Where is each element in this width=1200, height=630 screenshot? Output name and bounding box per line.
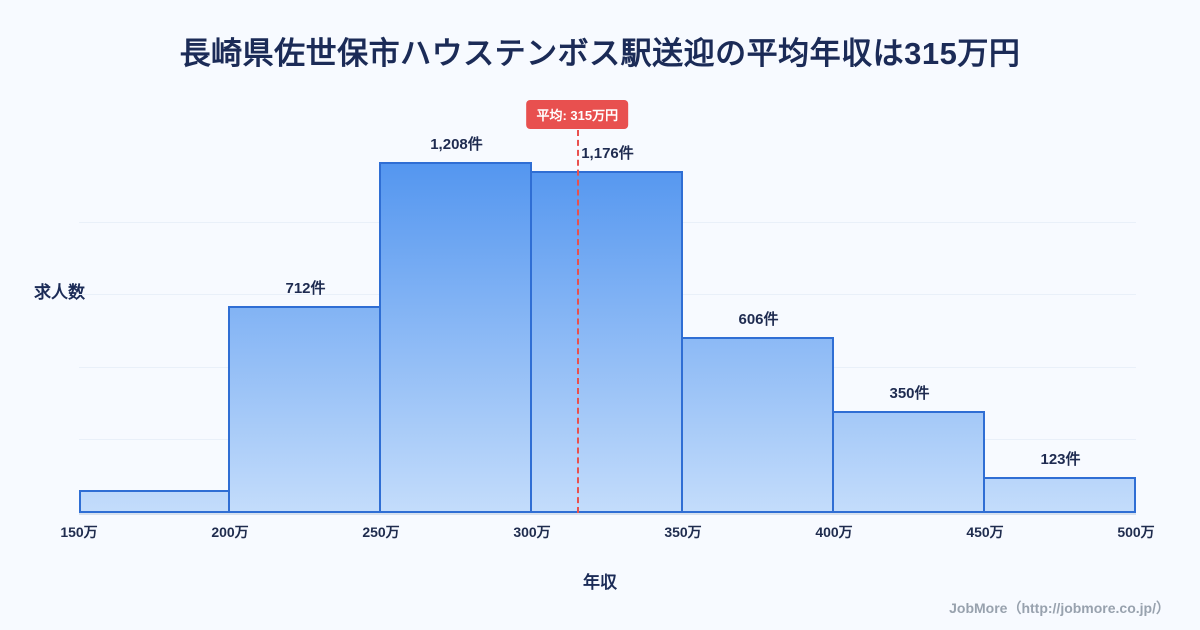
page-title: 長崎県佐世保市ハウステンボス駅送迎の平均年収は315万円 [179,36,1021,71]
bar-value-label: 123件 [1040,451,1081,468]
x-axis-ticks: 150万 200万 250万 300万 350万 400万 450万 500万 [60,522,1154,542]
y-axis-label: 求人数 [34,283,85,302]
bar-value-label: 606件 [738,311,779,328]
x-tick-label: 250万 [362,524,400,540]
histogram-bar [227,306,381,513]
histogram-bar [378,162,532,513]
histogram-plot-area: 平均: 315万円 712件 1,208件 1,176件 606件 350件 123件 [79,100,1136,515]
histogram-bar [530,171,683,513]
x-tick-label: 400万 [815,524,853,540]
x-tick-label: 350万 [664,524,702,540]
x-tick-label: 300万 [513,524,551,540]
x-tick-label: 150万 [60,524,98,540]
average-badge: 平均: 315万円 [526,100,629,129]
x-tick-label: 200万 [211,524,249,540]
bar-value-label: 712件 [285,280,326,297]
histogram-bar [79,490,230,513]
footer-credit: JobMore（http://jobmore.co.jp/） [949,600,1170,616]
bar-value-label: 1,208件 [430,136,483,153]
bar-value-label: 350件 [889,385,930,402]
x-tick-label: 450万 [966,524,1004,540]
average-line [577,130,580,513]
histogram-bar [983,477,1136,513]
bar-value-label: 1,176件 [581,145,634,162]
histogram-bar [832,411,985,513]
x-axis-label: 年収 [583,573,617,592]
histogram-bar [680,337,834,513]
x-tick-label: 500万 [1117,524,1155,540]
